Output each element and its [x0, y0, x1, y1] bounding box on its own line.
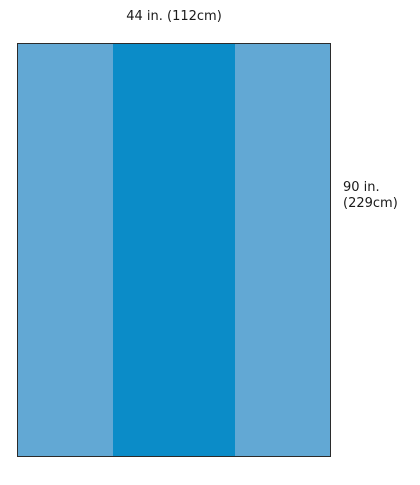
height-dimension-inches: 90 in. — [343, 180, 380, 195]
left-side-panel — [18, 44, 113, 456]
right-side-panel — [235, 44, 330, 456]
drape-diagram — [17, 43, 331, 457]
height-dimension-cm: (229cm) — [343, 196, 398, 211]
center-panel — [113, 44, 235, 456]
height-dimension-label: 90 in. (229cm) — [343, 180, 419, 212]
width-dimension-label: 44 in. (112cm) — [126, 9, 222, 24]
